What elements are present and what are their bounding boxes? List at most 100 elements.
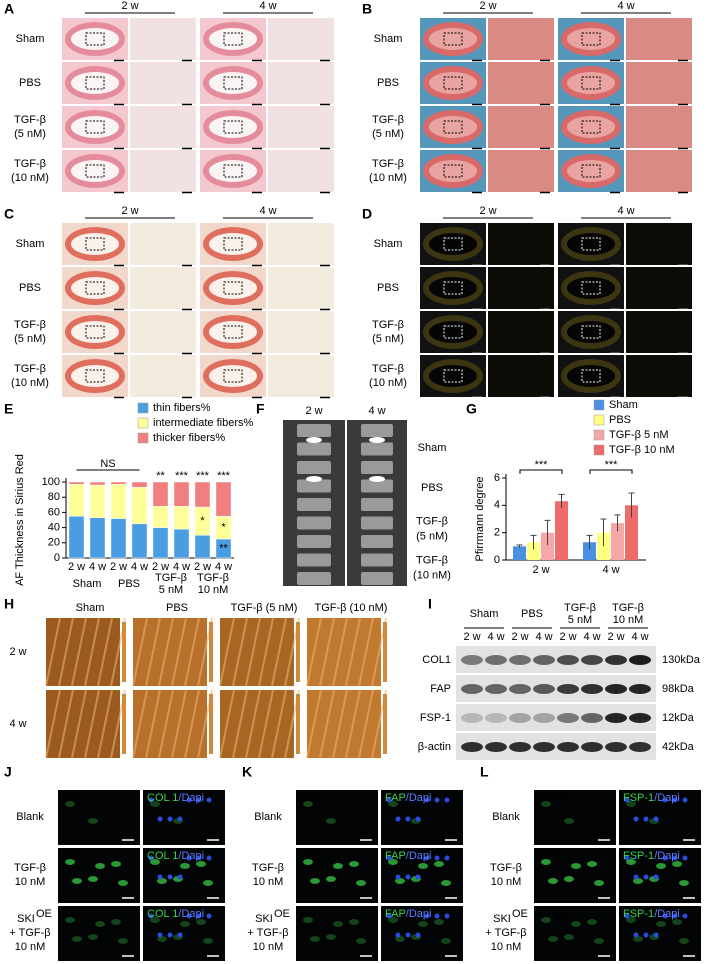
zoom-image xyxy=(488,62,554,104)
cell xyxy=(326,934,336,940)
row-label: TGF-β xyxy=(372,319,404,331)
blot-band xyxy=(509,742,531,752)
bar-segment xyxy=(173,528,190,559)
cell xyxy=(356,880,366,886)
group-label: 5 nM xyxy=(568,614,592,626)
fibril xyxy=(358,689,374,759)
column-label: 2 w xyxy=(479,0,496,12)
color-scale xyxy=(209,622,213,682)
legend-label: intermediate fibers% xyxy=(153,417,253,429)
zoom-image xyxy=(130,223,196,265)
disc xyxy=(306,437,322,443)
bar xyxy=(527,542,540,560)
roi-box xyxy=(581,76,601,90)
merge-stain: FSP-1 xyxy=(623,908,654,920)
row-label: + TGF-β xyxy=(247,927,288,939)
cell xyxy=(111,919,121,925)
column-label: 4 w xyxy=(259,205,276,217)
fibril xyxy=(271,689,287,759)
vertebra xyxy=(297,498,331,511)
bar-segment xyxy=(110,484,127,519)
row-label: TGF-β xyxy=(372,363,404,375)
cell xyxy=(418,921,428,927)
nucleus xyxy=(444,855,450,861)
roi-box xyxy=(581,281,601,295)
blot-band xyxy=(605,684,627,694)
cell xyxy=(157,878,167,884)
zoom-image xyxy=(626,267,692,309)
legend-swatch xyxy=(593,414,605,426)
significance: *** xyxy=(535,459,549,471)
y-tick-label: 0 xyxy=(54,552,60,564)
row-label: PBS xyxy=(421,482,443,494)
cell xyxy=(541,859,551,865)
fibril xyxy=(97,617,113,687)
size-label: 42kDa xyxy=(662,741,695,753)
nucleus xyxy=(167,816,173,822)
cell xyxy=(150,859,160,865)
cell xyxy=(88,934,98,940)
cell xyxy=(310,936,320,942)
cell xyxy=(594,880,604,886)
blot-band xyxy=(557,684,579,694)
nucleus xyxy=(672,913,678,919)
blot-band xyxy=(461,684,483,694)
blot-band xyxy=(581,742,603,752)
nucleus xyxy=(444,913,450,919)
cell xyxy=(349,919,359,925)
nucleus xyxy=(177,816,183,822)
significance: *** xyxy=(175,470,189,482)
panel-letter: J xyxy=(4,764,12,780)
panel-letter: A xyxy=(4,1,14,17)
row-label: TGF-β xyxy=(14,363,46,375)
group-label: 5 nM xyxy=(159,584,183,596)
cell xyxy=(303,917,313,923)
bar xyxy=(513,546,526,560)
roi-box xyxy=(85,76,105,90)
fibril xyxy=(97,689,113,759)
merge-label: FSP-1/Dapi xyxy=(623,908,680,920)
blot-band xyxy=(509,655,531,665)
bar-segment xyxy=(152,527,169,559)
zoom-image xyxy=(268,311,334,353)
group-label: TGF-β xyxy=(564,602,596,614)
cell xyxy=(356,938,366,944)
legend-label: thicker fibers% xyxy=(153,432,225,444)
nucleus xyxy=(177,932,183,938)
nucleus-pulposus xyxy=(429,321,477,343)
stain-label: FAP xyxy=(300,908,321,920)
vertebra xyxy=(361,479,393,493)
nucleus xyxy=(386,797,392,803)
row-label: TGF-β xyxy=(14,114,46,126)
fibril xyxy=(45,689,61,759)
zoom-image xyxy=(130,311,196,353)
zoom-image xyxy=(626,311,692,353)
legend-swatch xyxy=(137,402,149,414)
nucleus xyxy=(206,855,212,861)
cell xyxy=(326,876,336,882)
vertebra xyxy=(297,479,331,493)
nucleus-pulposus xyxy=(567,28,615,50)
blot-band xyxy=(485,742,507,752)
cell xyxy=(303,859,313,865)
stain-label: FSP-1 xyxy=(538,850,569,862)
cell xyxy=(111,861,121,867)
panel-letter: H xyxy=(4,596,14,612)
cell xyxy=(388,917,398,923)
zoom-image xyxy=(626,106,692,148)
nucleus xyxy=(157,874,163,880)
group-label: PBS xyxy=(118,578,140,590)
merge-label: FSP-1/Dapi xyxy=(623,850,680,862)
blot-band xyxy=(629,713,651,723)
row-label: (10 nM) xyxy=(413,569,451,581)
bar xyxy=(583,542,596,560)
row-label: TGF-β xyxy=(416,554,448,566)
nucleus xyxy=(672,797,678,803)
x-tick-label: 2 w xyxy=(152,561,169,573)
cell xyxy=(434,861,444,867)
row-label: TGF-β xyxy=(14,319,46,331)
nucleus xyxy=(186,797,192,803)
row-label: (5 nM) xyxy=(372,128,404,140)
row-label: 10 nM xyxy=(253,876,284,888)
